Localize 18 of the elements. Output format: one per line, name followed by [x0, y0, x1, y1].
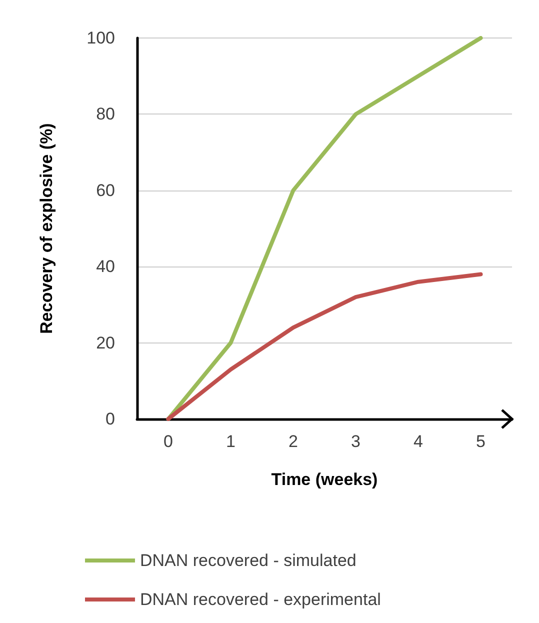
x-tick-label: 2: [288, 432, 298, 451]
y-tick-label: 60: [96, 180, 115, 200]
x-tick-label: 1: [226, 432, 236, 451]
line-series: [166, 36, 483, 421]
line-series: [166, 272, 483, 421]
y-tick-label: 20: [96, 333, 115, 352]
legend-label: DNAN recovered - experimental: [140, 590, 381, 609]
y-tick-label: 0: [106, 410, 115, 428]
y-tick-label: 40: [96, 257, 115, 276]
x-axis-title: Time (weeks): [271, 470, 378, 489]
legend-label: DNAN recovered - simulated: [140, 551, 356, 570]
y-tick-label: 100: [86, 28, 115, 48]
x-tick-label: 3: [351, 432, 360, 451]
x-tick-label: 0: [164, 432, 173, 451]
x-tick-label: 5: [476, 432, 486, 451]
y-axis-title: Recovery of explosive (%): [37, 123, 56, 334]
x-tick-label: 4: [414, 432, 423, 451]
y-tick-label: 80: [96, 104, 115, 124]
